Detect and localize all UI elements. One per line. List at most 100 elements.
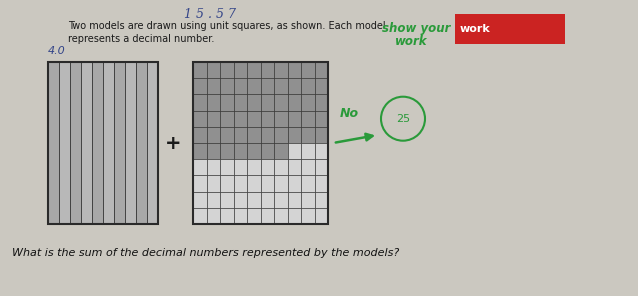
Bar <box>234 159 247 176</box>
Bar <box>274 192 288 208</box>
Bar <box>193 62 328 224</box>
Bar <box>260 192 274 208</box>
Bar <box>315 192 328 208</box>
Bar <box>92 62 103 224</box>
Bar <box>247 62 260 78</box>
Bar <box>207 192 220 208</box>
Bar <box>260 94 274 111</box>
Text: 4.0: 4.0 <box>48 46 66 56</box>
Text: work: work <box>395 35 427 48</box>
Bar <box>59 62 70 224</box>
Bar <box>301 208 315 224</box>
Bar <box>220 111 234 127</box>
Bar <box>48 62 158 224</box>
Bar <box>220 192 234 208</box>
Bar <box>301 127 315 143</box>
Bar <box>234 127 247 143</box>
Bar <box>207 78 220 94</box>
Bar <box>234 62 247 78</box>
Bar <box>247 78 260 94</box>
Bar <box>247 208 260 224</box>
Bar <box>234 94 247 111</box>
Bar <box>274 159 288 176</box>
Bar <box>207 208 220 224</box>
Bar <box>288 62 301 78</box>
Bar <box>247 127 260 143</box>
Bar <box>288 143 301 159</box>
Bar <box>193 176 207 192</box>
Bar <box>274 208 288 224</box>
Bar <box>274 143 288 159</box>
Bar <box>48 62 59 224</box>
Bar <box>288 111 301 127</box>
Bar <box>70 62 81 224</box>
Bar <box>220 127 234 143</box>
Bar <box>260 111 274 127</box>
Bar <box>288 127 301 143</box>
Bar <box>234 143 247 159</box>
Bar <box>207 62 220 78</box>
Bar <box>220 94 234 111</box>
Text: 25: 25 <box>396 114 410 124</box>
Bar <box>193 143 207 159</box>
Bar <box>288 192 301 208</box>
Bar <box>207 143 220 159</box>
Bar <box>220 208 234 224</box>
Bar <box>247 176 260 192</box>
Bar <box>315 176 328 192</box>
Text: No: No <box>340 107 359 120</box>
Bar <box>274 78 288 94</box>
Bar <box>81 62 92 224</box>
Bar <box>288 208 301 224</box>
Bar <box>193 127 207 143</box>
Bar <box>234 78 247 94</box>
Bar <box>274 176 288 192</box>
Bar <box>288 159 301 176</box>
Bar <box>103 62 114 224</box>
Bar <box>234 111 247 127</box>
Text: What is the sum of the decimal numbers represented by the models?: What is the sum of the decimal numbers r… <box>12 248 399 258</box>
Bar <box>193 94 207 111</box>
Bar <box>315 143 328 159</box>
Bar <box>288 94 301 111</box>
Bar <box>455 14 565 44</box>
Bar <box>193 159 207 176</box>
Bar <box>315 159 328 176</box>
Bar <box>193 111 207 127</box>
Bar <box>220 62 234 78</box>
Bar <box>220 176 234 192</box>
Bar <box>260 62 274 78</box>
Bar <box>207 94 220 111</box>
Bar <box>260 143 274 159</box>
Bar <box>274 94 288 111</box>
Bar <box>193 78 207 94</box>
Bar <box>315 208 328 224</box>
Bar <box>220 159 234 176</box>
Text: represents a decimal number.: represents a decimal number. <box>68 34 214 44</box>
Bar <box>193 62 207 78</box>
Bar <box>315 62 328 78</box>
Bar <box>260 208 274 224</box>
Bar <box>315 127 328 143</box>
Bar <box>193 192 207 208</box>
Bar <box>234 192 247 208</box>
Text: show your: show your <box>382 22 450 35</box>
Bar <box>274 111 288 127</box>
Bar <box>315 78 328 94</box>
Bar <box>315 94 328 111</box>
Bar <box>260 176 274 192</box>
Bar <box>207 159 220 176</box>
Bar <box>193 208 207 224</box>
Bar <box>288 78 301 94</box>
Bar <box>207 111 220 127</box>
Text: work: work <box>460 24 491 34</box>
Bar <box>207 127 220 143</box>
Bar <box>260 78 274 94</box>
Text: Two models are drawn using unit squares, as shown. Each model: Two models are drawn using unit squares,… <box>68 21 385 31</box>
Bar <box>247 159 260 176</box>
Bar <box>301 94 315 111</box>
Bar <box>315 111 328 127</box>
Text: +: + <box>165 133 181 152</box>
Bar <box>247 111 260 127</box>
Bar <box>274 62 288 78</box>
